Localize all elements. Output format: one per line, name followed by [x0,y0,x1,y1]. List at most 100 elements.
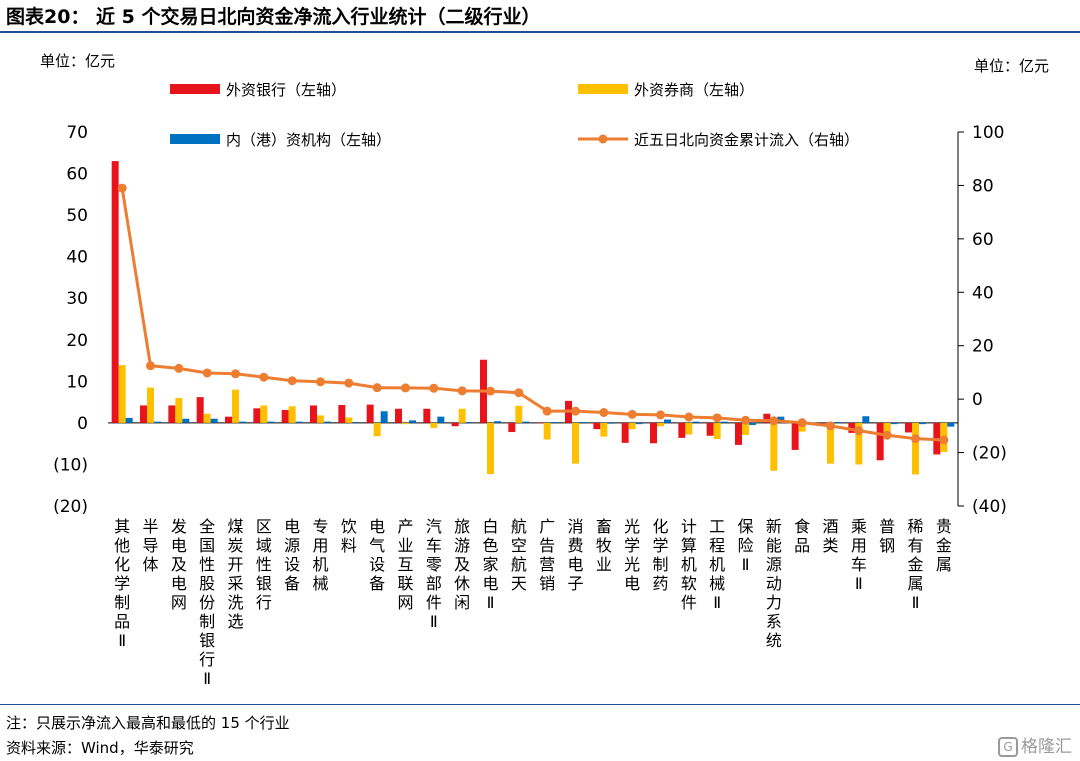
category-label: 全国性股份制银行 Ⅱ [199,517,215,688]
domestic-institution-bar [465,422,473,423]
foreign-bank-bar [196,397,204,423]
legend: 外资银行（左轴） 外资券商（左轴） 内（港）资机构（左轴） 近五日北向资金累计流… [170,81,859,149]
foreign-broker-bar [203,413,211,423]
category-label: 其他化学制品 Ⅱ [114,517,130,650]
left-axis-unit: 单位：亿元 [40,52,115,70]
cumulative-inflow-point [231,369,240,379]
cumulative-inflow-point [854,426,864,436]
domestic-institution-bar [380,411,388,423]
left-tick-label: 0 [77,414,88,434]
foreign-bank-bar [706,422,714,436]
domestic-institution-bar [692,421,700,423]
foreign-bank-bar [876,422,884,461]
category-label: 贵金属 [936,517,952,574]
legend-item-foreign-bank[interactable]: 外资银行（左轴） [170,81,346,99]
foreign-broker-bar [912,422,919,475]
legend-item-cumulative-inflow[interactable]: 近五日北向资金累计流入（右轴） [578,131,859,149]
category-label: 汽车零部件 Ⅱ [426,517,442,631]
foreign-broker-bar [883,422,891,438]
domestic-institution-bar [919,422,926,425]
foreign-broker-bar [430,422,438,428]
right-tick-label: 100 [972,123,1004,143]
foreign-broker-bar [373,422,381,437]
foreign-broker-bar [600,422,608,437]
right-tick-label: 0 [972,390,983,410]
category-label: 计算机软件 [681,517,697,612]
category-label: 食品 [794,517,810,555]
category-label: 化学制药 [652,517,668,593]
left-tick-label: 20 [66,331,88,351]
foreign-bank-bar [678,422,686,438]
north-bound-flow-chart: 单位：亿元 单位：亿元 外资银行（左轴） 外资券商（左轴） 内（港）资机构（左轴… [40,52,1049,688]
foreign-bank-bar [395,408,402,423]
foreign-bank-bar [168,405,176,423]
cumulative-inflow-line [120,187,944,442]
legend-label-foreign-bank: 外资银行（左轴） [226,81,346,99]
axes: (20) (10) 0 10 20 30 40 50 60 70 (40) (20) 0 20 40 60 80… [53,123,1007,517]
source-note: 资料来源：Wind，华泰研究 [6,739,194,757]
category-label: 畜牧业 [596,517,612,574]
cumulative-inflow-point [344,378,354,388]
legend-swatch-foreign-broker [578,84,628,94]
cumulative-inflow-point [826,421,835,431]
left-tick-label: 70 [66,123,88,143]
cumulative-inflow-point [542,406,552,416]
domestic-institution-bar [239,421,246,423]
domestic-institution-bar [352,422,360,423]
foreign-bank-bar [338,405,346,423]
foreign-broker-bar [345,417,353,423]
category-label: 专用机械 [312,517,328,593]
category-label: 区域性银行 [256,517,272,612]
foreign-broker-bar [260,405,268,423]
legend-label-foreign-broker: 外资券商（左轴） [634,81,754,99]
cumulative-inflow-point [202,368,212,378]
foreign-bank-bar [423,408,431,423]
cumulative-inflow-point [316,377,325,387]
domestic-institution-bar [635,422,643,425]
foreign-bank-bar [310,405,317,423]
foreign-bank-bar [593,422,601,430]
category-label: 旅游及休闲 [454,517,470,612]
cumulative-inflow-point [882,430,892,440]
cumulative-line [117,183,949,445]
category-label: 消费电子 [567,517,583,593]
category-label: 酒类 [822,517,838,555]
cumulative-inflow-point [939,435,949,445]
foreign-broker-bar [458,408,466,423]
domestic-institution-bar [607,422,615,424]
foreign-broker-bar [572,422,579,464]
foreign-broker-bar [628,422,636,430]
cumulative-inflow-point [514,388,524,398]
right-tick-label: (40) [972,497,1007,517]
category-label: 新能源动力系统 [766,517,782,650]
category-label: 工程机械 Ⅱ [709,517,725,612]
domestic-institution-bar [579,422,586,423]
foreign-broker-bar [402,422,409,425]
category-label: 饮料 [341,517,357,555]
cumulative-inflow-point [259,372,269,382]
cumulative-inflow-point [656,410,665,420]
category-label: 光学光电 [624,517,640,593]
legend-label-domestic-institution: 内（港）资机构（左轴） [226,131,391,149]
legend-item-foreign-broker[interactable]: 外资券商（左轴） [578,81,754,99]
chart-title: 图表20： 近 5 个交易日北向资金净流入行业统计（二级行业） [6,6,541,28]
foreign-bank-bar [848,422,856,433]
domestic-institution-bar [664,419,671,423]
category-label: 产业互联网 [397,517,413,612]
foreign-bank-bar [735,422,742,445]
right-tick-label: (20) [972,444,1007,464]
right-tick-label: 60 [972,230,994,250]
category-label: 电气设备 [369,517,385,593]
legend-item-domestic-institution[interactable]: 内（港）资机构（左轴） [170,131,391,149]
foreign-broker-bar [685,422,693,435]
legend-marker-cumulative-inflow [598,134,608,144]
foreign-bank-bar [650,422,657,444]
domestic-institution-bar [947,422,955,427]
footnote: 注：只展示净流入最高和最低的 15 个行业 [6,714,290,732]
cumulative-inflow-point [287,376,297,386]
left-tick-label: 10 [66,372,88,392]
left-tick-label: (20) [53,497,88,517]
watermark: G 格隆汇 [998,732,1072,757]
cumulative-inflow-point [146,361,155,371]
